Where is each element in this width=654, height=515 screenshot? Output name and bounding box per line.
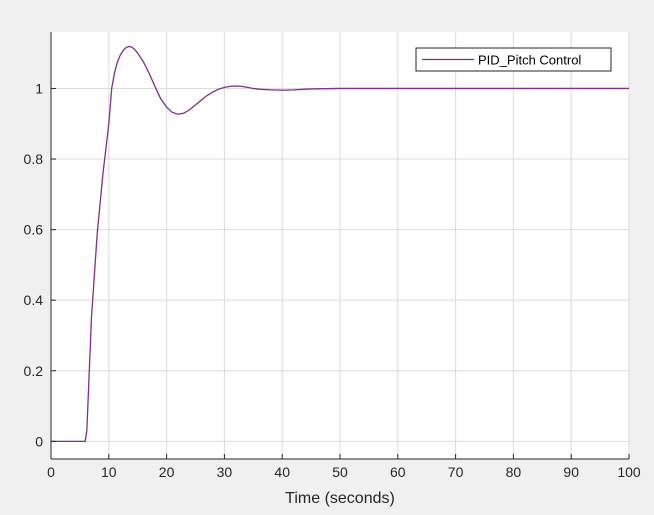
y-tick-label: 0.6 xyxy=(24,222,44,238)
y-tick-label: 0.8 xyxy=(24,151,44,167)
legend-box xyxy=(415,47,612,72)
x-tick-label: 90 xyxy=(563,464,579,480)
x-tick-label: 100 xyxy=(617,464,641,480)
x-ticks: 0 10 20 30 40 50 60 70 80 90 100 xyxy=(47,454,641,480)
x-tick-label: 70 xyxy=(448,464,464,480)
y-tick-label: 0.4 xyxy=(24,292,44,308)
x-tick-label: 60 xyxy=(390,464,406,480)
x-axis-label: Time (seconds) xyxy=(285,490,395,507)
series-line-pid-pitch-control xyxy=(51,45,629,443)
x-tick-label: 50 xyxy=(332,464,348,480)
x-tick-label: 30 xyxy=(217,464,233,480)
x-tick-label: 80 xyxy=(506,464,522,480)
y-tick-label: 0 xyxy=(35,433,43,449)
y-tick-label: 1 xyxy=(35,80,43,96)
y-tick-label: 0.2 xyxy=(24,363,44,379)
x-tick-label: 40 xyxy=(274,464,290,480)
x-tick-label: 0 xyxy=(47,464,55,480)
legend: PID_Pitch Control xyxy=(415,47,612,72)
x-tick-label: 20 xyxy=(159,464,175,480)
x-tick-label: 10 xyxy=(101,464,117,480)
legend-label-pid-pitch-control: PID_Pitch Control xyxy=(478,53,581,68)
y-ticks: 0 0.2 0.4 0.6 0.8 1 xyxy=(24,80,56,449)
